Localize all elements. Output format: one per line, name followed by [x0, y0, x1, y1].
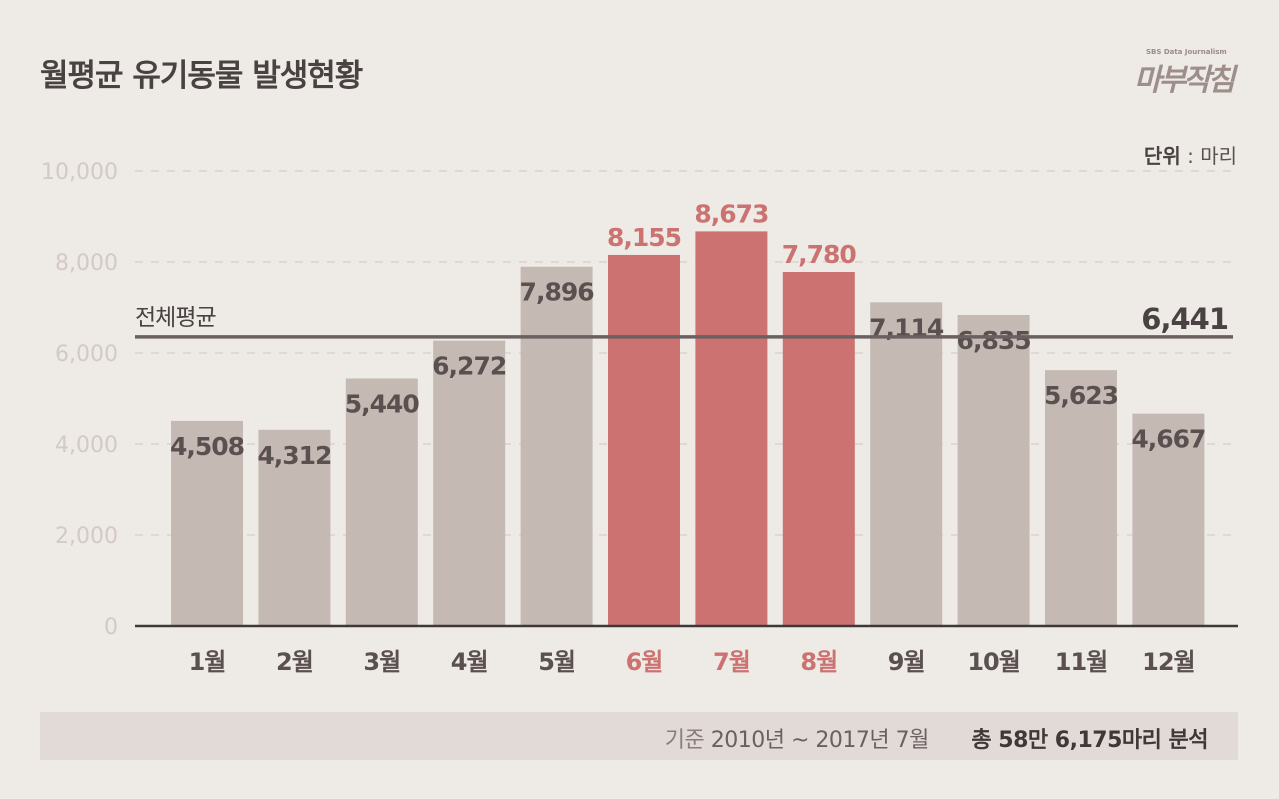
- x-tick-label: 5월: [538, 648, 575, 676]
- y-tick-label: 10,000: [41, 160, 118, 185]
- data-label: 8,673: [694, 199, 768, 228]
- logo-text: 마부작침: [1134, 63, 1235, 98]
- data-label: 7,780: [782, 240, 857, 269]
- bar-5월: [520, 266, 593, 626]
- data-label: 4,667: [1131, 425, 1205, 454]
- data-label: 5,623: [1044, 381, 1118, 410]
- bar-3월: [345, 378, 418, 626]
- x-tick-label: 1월: [189, 648, 226, 676]
- unit-label: 단위 : 마리: [1143, 144, 1237, 168]
- x-tick-label: 7월: [713, 648, 750, 676]
- data-label: 4,312: [257, 441, 331, 470]
- x-tick-label: 8월: [800, 648, 837, 676]
- x-tick-label: 3월: [363, 648, 400, 676]
- y-tick-label: 2,000: [55, 524, 118, 549]
- data-label: 8,155: [607, 223, 681, 252]
- x-tick-label: 12월: [1142, 648, 1194, 676]
- bar-2월: [258, 429, 331, 626]
- data-label: 4,508: [170, 432, 244, 461]
- average-value: 6,441: [1141, 302, 1228, 336]
- average-label: 전체평균: [135, 305, 216, 331]
- bar-1월: [171, 420, 243, 626]
- total-count: 총 58만 6,175마리 분석: [971, 728, 1208, 753]
- bar-11월: [1045, 370, 1117, 626]
- data-label: 7,896: [520, 278, 595, 307]
- data-label: 5,440: [345, 389, 420, 418]
- x-tick-label: 10월: [967, 648, 1019, 676]
- x-tick-label: 9월: [888, 648, 925, 676]
- y-tick-label: 6,000: [55, 342, 118, 367]
- unit-value: 마리: [1200, 144, 1237, 168]
- bar-9월: [870, 302, 943, 626]
- period-label: 기준: [664, 728, 705, 753]
- x-tick-label: 4월: [451, 648, 488, 676]
- y-tick-label: 4,000: [55, 433, 118, 458]
- logo: SBS Data Journalism 마부작침: [1134, 48, 1244, 98]
- data-label: 6,835: [957, 326, 1031, 355]
- y-tick-label: 8,000: [55, 251, 118, 276]
- bar-8월: [782, 272, 855, 626]
- x-tick-label: 2월: [276, 648, 313, 676]
- bar-12월: [1132, 413, 1205, 626]
- y-tick-label: 0: [104, 615, 118, 640]
- period: 2010년 ~ 2017년 7월: [710, 728, 930, 753]
- x-tick-label: 6월: [626, 648, 663, 676]
- logo-subtitle: SBS Data Journalism: [1146, 48, 1227, 56]
- footer: 기준 2010년 ~ 2017년 7월 총 58만 6,175마리 분석: [40, 712, 1238, 760]
- footer-text: 기준 2010년 ~ 2017년 7월 총 58만 6,175마리 분석: [664, 722, 1209, 754]
- bar-4월: [433, 340, 506, 626]
- chart-title: 월평균 유기동물 발생현황: [40, 58, 363, 94]
- bar-6월: [608, 254, 680, 626]
- x-tick-label: 11월: [1055, 648, 1107, 676]
- bar-10월: [957, 315, 1030, 626]
- data-label: 6,272: [432, 352, 506, 381]
- unit-key: 단위: [1143, 144, 1181, 168]
- bar-7월: [695, 231, 768, 627]
